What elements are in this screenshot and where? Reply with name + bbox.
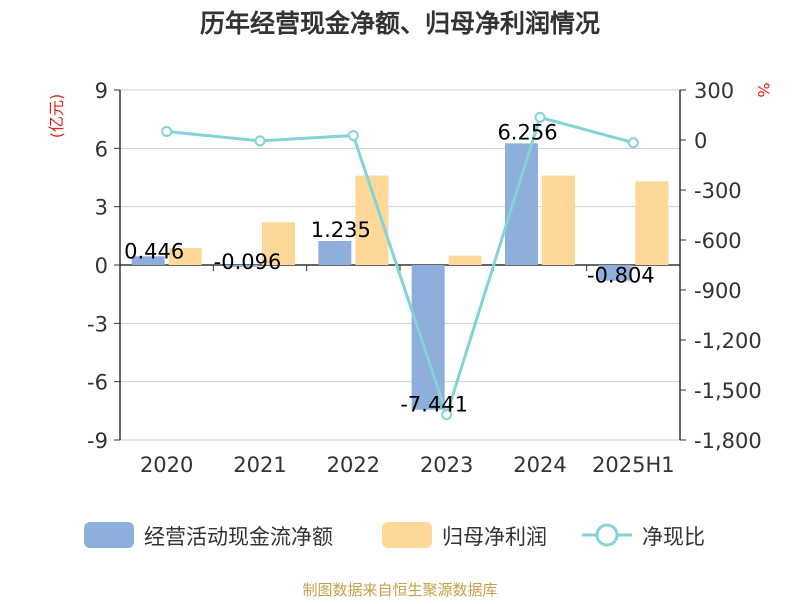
chart-title: 历年经营现金净额、归母净利润情况 (200, 9, 600, 38)
bar-net-profit (635, 181, 669, 265)
legend-swatch-cash-flow (84, 522, 134, 548)
axes: 9 6 3 0 -3 -6 -9 300 0 -300 -600 -900 -1,200 -1,500 -1… (87, 79, 762, 477)
right-axis-tick-label: -1,800 (694, 429, 762, 453)
legend-item-ratio[interactable]: 净现比 (582, 523, 705, 549)
left-axis-tick-label: 6 (95, 137, 108, 161)
legend-item-net-profit[interactable]: 归母净利润 (382, 522, 547, 549)
data-label-cash-flow: 1.235 (311, 218, 371, 242)
right-axis-tick-label: 0 (694, 129, 707, 153)
right-axis-tick-label: -1,500 (694, 379, 762, 403)
legend-item-cash-flow[interactable]: 经营活动现金流净额 (84, 522, 333, 549)
ratio-point (347, 130, 359, 141)
bar-net-profit (542, 175, 575, 265)
bar-cash-flow (225, 265, 258, 267)
bar-cash-flow (131, 256, 165, 265)
bar-cash-flow (598, 265, 632, 281)
data-label-cash-flow: -0.804 (587, 264, 655, 288)
legend-label-ratio: 净现比 (642, 525, 705, 549)
ratio-point (534, 111, 546, 123)
ratio-point (627, 137, 639, 149)
left-axis-tick-label: 9 (95, 79, 108, 103)
data-label-cash-flow: 6.256 (497, 120, 557, 144)
ratio-line (161, 111, 639, 421)
right-axis-tick-label: -300 (694, 179, 742, 203)
ratio-point (254, 135, 266, 147)
bar-cash-flow (411, 265, 445, 410)
bar-cash-flow (318, 240, 352, 265)
bar-cash-flow (505, 143, 538, 265)
x-axis-tick-label: 2021 (233, 453, 286, 477)
right-axis-unit-label: % (754, 82, 773, 97)
data-label-cash-flow: -0.096 (214, 250, 282, 274)
bar-net-profit (448, 255, 482, 265)
right-axis-tick-label: -600 (694, 229, 742, 253)
data-label-cash-flow: -7.441 (400, 393, 468, 417)
legend-swatch-ratio-marker (595, 523, 619, 547)
legend: 经营活动现金流净额 归母净利润 净现比 (84, 522, 705, 549)
bar-net-profit (262, 222, 295, 265)
right-axis-tick-label: -1,200 (694, 329, 762, 353)
left-axis-unit-label: (亿元) (47, 94, 66, 139)
x-axis-tick-label: 2025H1 (592, 453, 675, 477)
left-axis-tick-label: -3 (87, 312, 108, 336)
data-label-cash-flow: 0.446 (124, 239, 184, 263)
ratio-point (441, 409, 453, 421)
bar-net-profit (168, 248, 202, 265)
legend-label-cash-flow: 经营活动现金流净额 (144, 525, 333, 549)
x-axis-tick-label: 2024 (513, 453, 566, 477)
left-axis-tick-label: -6 (87, 371, 108, 395)
x-axis-tick-label: 2023 (420, 453, 473, 477)
legend-swatch-net-profit (382, 522, 432, 548)
legend-label-net-profit: 归母净利润 (442, 525, 547, 549)
source-note: 制图数据来自恒生聚源数据库 (302, 581, 497, 599)
x-axis-tick-label: 2020 (140, 453, 193, 477)
left-axis-tick-label: -9 (87, 429, 108, 453)
left-axis-tick-label: 3 (95, 196, 108, 220)
ratio-point (161, 126, 173, 137)
left-axis-tick-label: 0 (95, 254, 108, 278)
data-labels: 0.446 -0.096 1.235 -7.441 6.256 -0.804 (124, 120, 655, 416)
right-axis-tick-label: 300 (694, 79, 734, 103)
x-axis-tick-label: 2022 (327, 453, 380, 477)
right-axis-tick-label: -900 (694, 279, 742, 303)
ratio-line-path (166, 115, 634, 420)
